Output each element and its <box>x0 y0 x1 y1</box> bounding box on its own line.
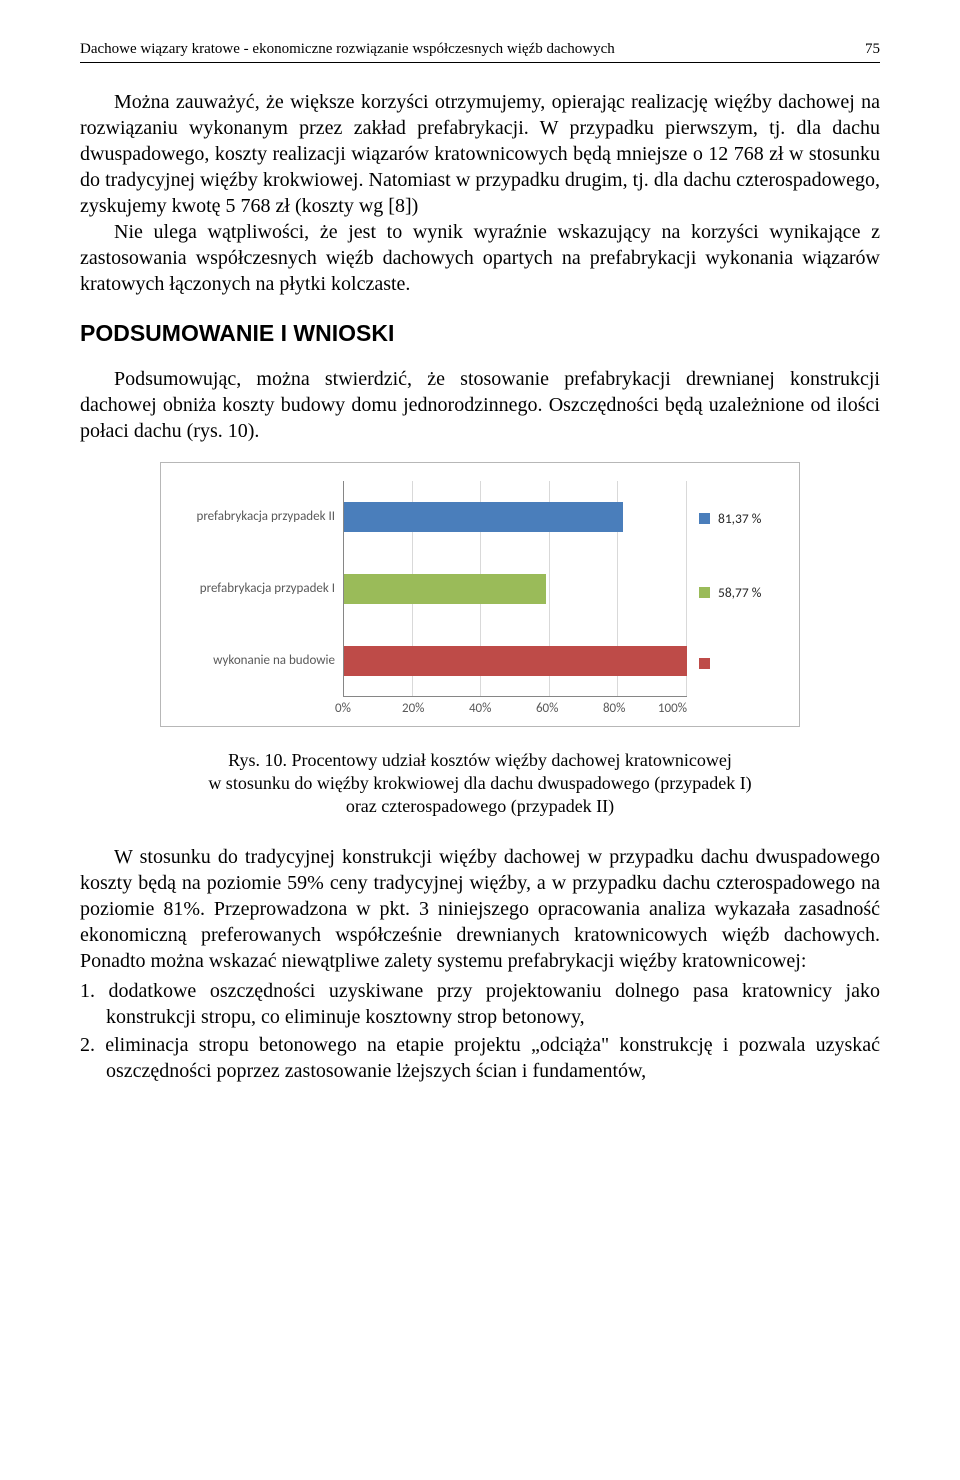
legend-item-1: 58,77 % <box>699 584 785 602</box>
x-tick: 0% <box>335 701 402 718</box>
list-item: 1. dodatkowe oszczędności uzyskiwane prz… <box>80 978 880 1030</box>
figure-10: prefabrykacja przypadek II prefabrykacja… <box>160 462 800 727</box>
bar-chart: prefabrykacja przypadek II prefabrykacja… <box>160 462 800 727</box>
x-tick: 20% <box>402 701 469 718</box>
plot-area <box>343 481 687 697</box>
figure-caption: Rys. 10. Procentowy udział kosztów więźb… <box>80 749 880 818</box>
paragraph-4-text: W stosunku do tradycyjnej konstrukcji wi… <box>80 846 880 972</box>
caption-line-2: w stosunku do więźby krokwiowej dla dach… <box>208 773 751 793</box>
legend: 81,37 % 58,77 % <box>687 481 785 697</box>
bar-przypadek-ii <box>344 502 623 532</box>
bar-przypadek-i <box>344 574 546 604</box>
swatch-icon <box>699 513 710 524</box>
paragraph-1: Można zauważyć, że większe korzyści otrz… <box>80 89 880 219</box>
swatch-icon <box>699 658 710 669</box>
swatch-icon <box>699 587 710 598</box>
legend-label-0: 81,37 % <box>718 510 761 528</box>
section-heading: PODSUMOWANIE I WNIOSKI <box>80 319 880 349</box>
caption-line-1: Rys. 10. Procentowy udział kosztów więźb… <box>228 750 732 770</box>
paragraph-2: Nie ulega wątpliwości, że jest to wynik … <box>80 219 880 297</box>
paragraph-2-text: Nie ulega wątpliwości, że jest to wynik … <box>80 221 880 295</box>
caption-line-3: oraz czterospadowego (przypadek II) <box>346 796 614 816</box>
legend-label-1: 58,77 % <box>718 584 761 602</box>
numbered-list: 1. dodatkowe oszczędności uzyskiwane prz… <box>80 978 880 1084</box>
list-item: 2. eliminacja stropu betonowego na etapi… <box>80 1032 880 1084</box>
page-number: 75 <box>865 40 880 60</box>
y-label-1: prefabrykacja przypadek I <box>175 581 335 598</box>
legend-item-0: 81,37 % <box>699 510 785 528</box>
y-axis-labels: prefabrykacja przypadek II prefabrykacja… <box>175 481 343 697</box>
y-label-2: wykonanie na budowie <box>175 653 335 670</box>
x-tick: 60% <box>536 701 603 718</box>
legend-item-2 <box>699 658 785 669</box>
header-title: Dachowe wiązary kratowe - ekonomiczne ro… <box>80 40 615 60</box>
x-tick: 100% <box>658 701 687 718</box>
paragraph-1-text: Można zauważyć, że większe korzyści otrz… <box>80 91 880 217</box>
bars <box>344 481 687 696</box>
bar-wykonanie <box>344 646 687 676</box>
y-label-0: prefabrykacja przypadek II <box>175 509 335 526</box>
x-tick: 40% <box>469 701 536 718</box>
paragraph-3: Podsumowując, można stwierdzić, że stoso… <box>80 366 880 444</box>
running-header: Dachowe wiązary kratowe - ekonomiczne ro… <box>80 40 880 63</box>
paragraph-4: W stosunku do tradycyjnej konstrukcji wi… <box>80 844 880 974</box>
x-axis-labels: 0% 20% 40% 60% 80% 100% <box>343 697 687 718</box>
paragraph-3-text: Podsumowując, można stwierdzić, że stoso… <box>80 368 880 442</box>
